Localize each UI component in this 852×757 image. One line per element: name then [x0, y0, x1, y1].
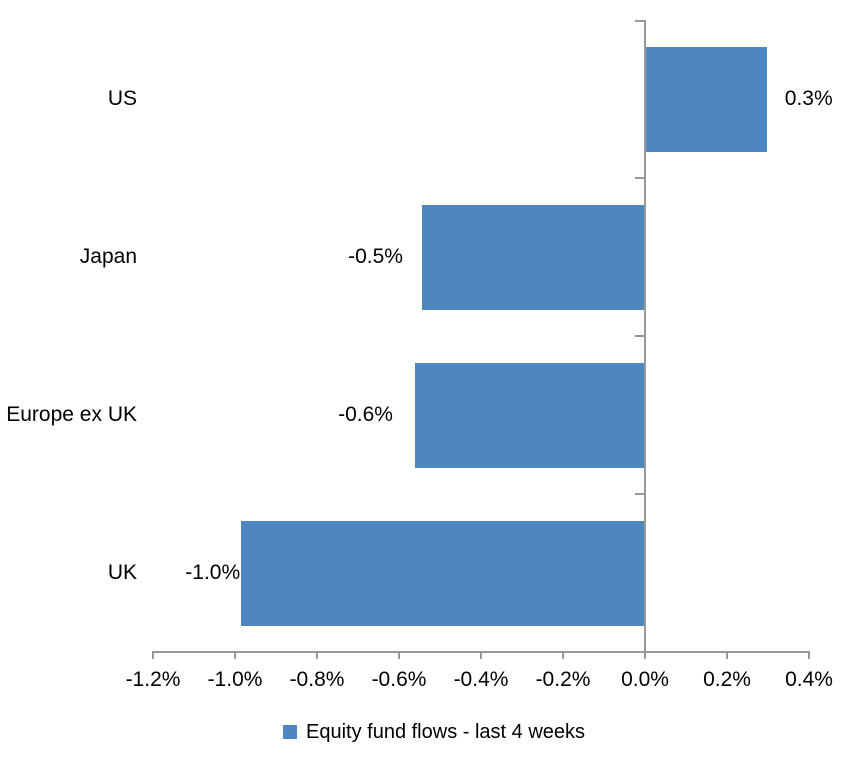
x-axis-tick [234, 651, 236, 659]
category-tick [635, 177, 644, 179]
data-label-uk: -1.0% [185, 561, 241, 584]
bar-us [645, 46, 767, 152]
x-axis-tick [808, 651, 810, 659]
x-axis-tick [398, 651, 400, 659]
legend-series-swatch-icon [283, 725, 297, 739]
data-label-japan: -0.5% [348, 245, 403, 268]
x-tick-label-8: 0.4% [785, 668, 833, 691]
x-tick-label-4: -0.4% [453, 668, 509, 691]
x-axis-tick [480, 651, 482, 659]
x-tick-label-5: -0.2% [535, 668, 591, 691]
x-tick-label-6: 0.0% [621, 668, 669, 691]
x-axis-tick [644, 651, 646, 659]
x-axis-tick [316, 651, 318, 659]
legend: Equity fund flows - last 4 weeks [283, 721, 585, 743]
x-tick-label-3: -0.6% [371, 668, 427, 691]
category-label-uk: UK [107, 561, 137, 584]
x-tick-label-0: -1.2% [125, 668, 181, 691]
category-label-japan: Japan [79, 245, 137, 268]
category-tick [635, 493, 644, 495]
bar-japan [421, 204, 645, 310]
x-axis-tick [726, 651, 728, 659]
x-tick-label-2: -0.8% [289, 668, 345, 691]
category-tick [635, 335, 644, 337]
zero-baseline [644, 20, 646, 658]
x-tick-label-7: 0.2% [703, 668, 751, 691]
bar-uk [241, 520, 645, 626]
legend-label: Equity fund flows - last 4 weeks [306, 721, 586, 743]
x-axis-tick [562, 651, 564, 659]
category-label-europe-ex-uk: Europe ex UK [6, 403, 137, 426]
x-tick-label-1: -1.0% [207, 668, 263, 691]
category-tick [635, 20, 644, 22]
category-label-us: US [107, 87, 137, 110]
bar-europe-ex-uk [414, 362, 645, 468]
data-label-us: 0.3% [784, 87, 833, 110]
x-axis-tick [152, 651, 154, 659]
data-label-europe-ex-uk: -0.6% [338, 403, 393, 426]
